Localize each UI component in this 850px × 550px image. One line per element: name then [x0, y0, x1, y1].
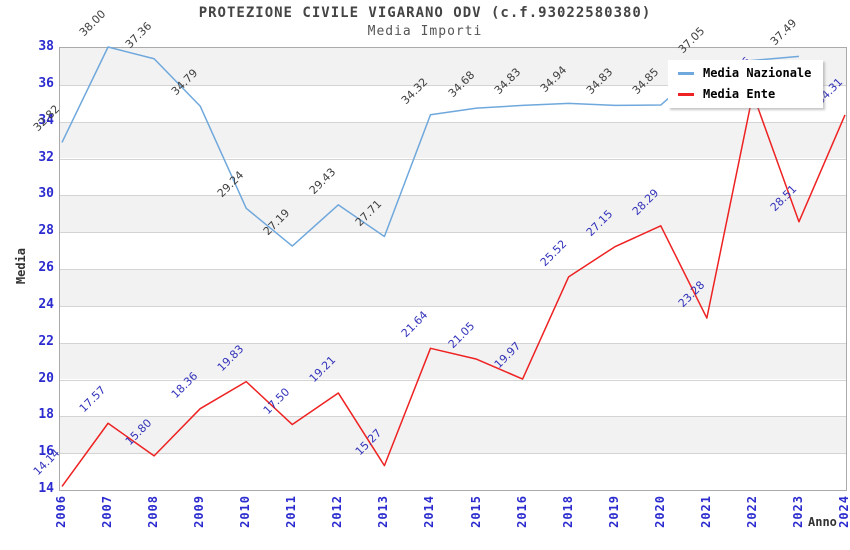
legend-line-swatch-icon: [678, 71, 694, 75]
y-tick-label: 36: [38, 75, 54, 91]
y-tick-label: 22: [38, 333, 54, 349]
grid-band: [60, 416, 846, 454]
y-tick-label: 34: [38, 112, 54, 128]
y-tick-label: 18: [38, 407, 54, 423]
x-axis-title: Anno: [808, 515, 837, 529]
gridline: [60, 416, 846, 418]
y-tick-label: 26: [38, 260, 54, 275]
series-line-media-nazionale: [61, 46, 800, 247]
gridline: [60, 195, 846, 197]
gridline: [60, 232, 846, 234]
grid-band: [60, 121, 846, 159]
chart-title: PROTEZIONE CIVILE VIGARANO ODV (c.f.9302…: [198, 5, 652, 21]
y-tick-label: 20: [38, 370, 54, 386]
grid-band: [60, 342, 846, 380]
y-tick-label: 38: [38, 39, 54, 54]
legend-box: Media Nazionale Media Ente: [668, 60, 824, 108]
series-line-media-ente: [61, 93, 846, 487]
legend-item: Media Nazionale: [678, 66, 811, 80]
legend-label: Media Ente: [703, 87, 776, 101]
gridline: [60, 379, 846, 381]
gridline: [60, 84, 846, 86]
chart-subtitle: Media Importi: [367, 24, 483, 39]
y-tick-label: 30: [38, 186, 54, 202]
y-tick-label: 24: [38, 296, 54, 312]
plot-area: [59, 47, 847, 491]
gridline: [60, 121, 846, 123]
gridline: [60, 269, 846, 270]
legend-line-swatch-icon: [678, 92, 694, 96]
y-tick-label: 14: [38, 481, 54, 496]
legend-item: Media Ente: [678, 87, 811, 101]
y-tick-label: 16: [38, 444, 54, 460]
gridline: [60, 342, 846, 344]
gridline: [60, 453, 846, 455]
legend-label: Media Nazionale: [703, 66, 812, 80]
y-tick-label: 32: [38, 149, 54, 165]
grid-band: [60, 195, 846, 233]
y-tick-label: 28: [38, 223, 54, 239]
gridline: [60, 305, 846, 307]
gridline: [60, 158, 846, 160]
